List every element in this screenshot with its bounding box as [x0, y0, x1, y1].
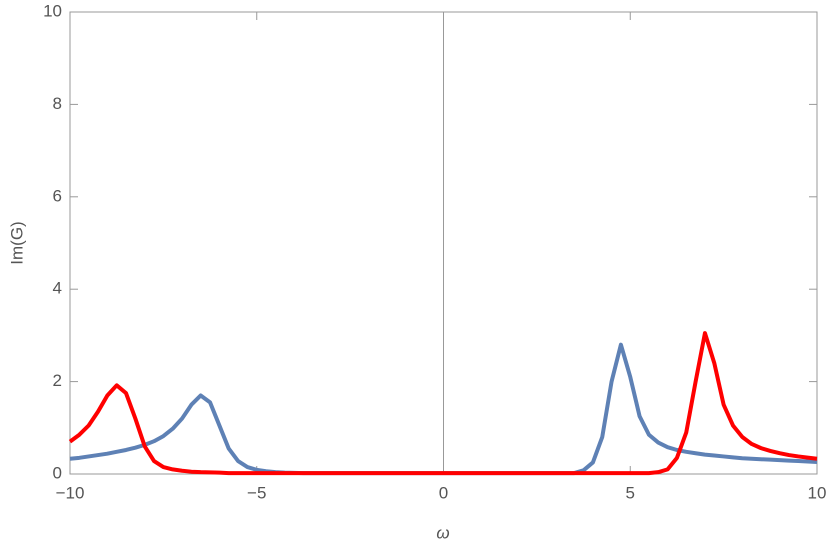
y-axis-label: Im(G)	[7, 221, 26, 264]
x-tick-label: 0	[439, 483, 448, 502]
x-tick-label: 5	[626, 483, 635, 502]
y-tick-label: 6	[53, 186, 62, 205]
y-tick-label: 4	[53, 279, 62, 298]
y-tick-label: 0	[53, 463, 62, 482]
x-tick-label: −10	[56, 483, 85, 502]
x-tick-label: −5	[247, 483, 266, 502]
y-tick-label: 10	[43, 1, 62, 20]
x-tick-label: 10	[808, 483, 827, 502]
x-axis-label: ω	[436, 523, 449, 542]
series-line	[68, 331, 818, 476]
y-tick-label: 8	[53, 94, 62, 113]
y-tick-label: 2	[53, 371, 62, 390]
